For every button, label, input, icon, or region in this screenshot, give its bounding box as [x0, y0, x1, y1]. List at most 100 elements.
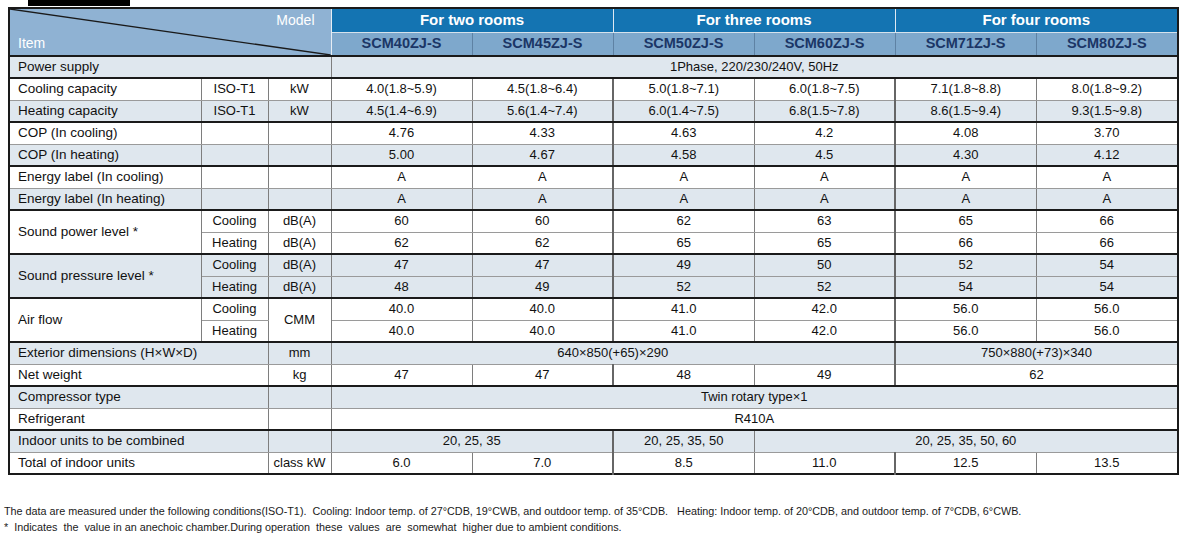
group-header-two-rooms: For two rooms [331, 8, 613, 32]
row-label: Total of indoor units [9, 452, 268, 474]
model-name: SCM45ZJ-S [472, 32, 613, 56]
value-cell: A [331, 166, 472, 188]
footnote-conditions: The data are measured under the followin… [4, 503, 1021, 519]
group-header-four-rooms: For four rooms [895, 8, 1178, 32]
value-cell: 54 [895, 276, 1036, 298]
value-cell: 50 [754, 254, 895, 276]
value-cell: 48 [331, 276, 472, 298]
value-cell: 4.5(1.4~6.9) [331, 100, 472, 122]
value-cell: 4.08 [895, 122, 1036, 144]
group-header-row: Model Item For two rooms For three rooms… [9, 8, 1178, 32]
value-cell: A [754, 166, 895, 188]
value-cell: 41.0 [613, 298, 754, 320]
row-label: Compressor type [9, 386, 268, 408]
value-cell: 3.70 [1036, 122, 1178, 144]
row-heating-capacity: Heating capacity ISO-T1 kW 4.5(1.4~6.9) … [9, 100, 1178, 122]
unit-cell: mm [268, 342, 331, 364]
value-cell: 4.33 [472, 122, 613, 144]
model-name: SCM40ZJ-S [331, 32, 472, 56]
value-cell: 5.6(1.4~7.4) [472, 100, 613, 122]
footnotes: The data are measured under the followin… [4, 503, 1021, 535]
row-label: Energy label (In cooling) [9, 166, 201, 188]
value-cell: 56.0 [1036, 298, 1178, 320]
value-cell: 13.5 [1036, 452, 1178, 474]
row-cop-cooling: COP (In cooling) 4.76 4.33 4.63 4.2 4.08… [9, 122, 1178, 144]
empty-cell [268, 386, 331, 408]
empty-cell [201, 166, 268, 188]
empty-cell [268, 430, 331, 452]
value-cell: 65 [895, 210, 1036, 232]
value-cell: 750×880(+73)×340 [895, 342, 1178, 364]
model-header-label: Model [276, 13, 314, 28]
row-label: Heating capacity [9, 100, 201, 122]
value-cell: A [613, 166, 754, 188]
mode-cell: Cooling [201, 298, 268, 320]
value-cell: Twin rotary type×1 [331, 386, 1178, 408]
value-cell: 52 [754, 276, 895, 298]
row-air-flow-cooling: Air flow Cooling CMM 40.0 40.0 41.0 42.0… [9, 298, 1178, 320]
model-name: SCM60ZJ-S [754, 32, 895, 56]
spec-sheet-page: Model Item For two rooms For three rooms… [0, 0, 1181, 545]
value-cell: 9.3(1.5~9.8) [1036, 100, 1178, 122]
row-label: Refrigerant [9, 408, 268, 430]
value-cell: 6.8(1.5~7.8) [754, 100, 895, 122]
value-cell: 5.00 [331, 144, 472, 166]
value-cell: 20, 25, 35, 50 [613, 430, 754, 452]
empty-cell [201, 188, 268, 210]
empty-cell [268, 188, 331, 210]
value-cell: 62 [331, 232, 472, 254]
row-label: COP (In cooling) [9, 122, 201, 144]
row-energy-label-heating: Energy label (In heating) A A A A A A [9, 188, 1178, 210]
row-sound-pressure-cooling: Sound pressure level * Cooling dB(A) 47 … [9, 254, 1178, 276]
value-cell: 47 [472, 364, 613, 386]
value-cell: 40.0 [331, 298, 472, 320]
unit-cell: kW [268, 100, 331, 122]
row-label: Sound pressure level * [9, 254, 201, 298]
value-cell: 63 [754, 210, 895, 232]
value-cell: 20, 25, 35 [331, 430, 613, 452]
value-cell: 54 [1036, 276, 1178, 298]
row-total-indoor-units: Total of indoor units class kW 6.0 7.0 8… [9, 452, 1178, 474]
value-cell: A [331, 188, 472, 210]
value-cell: 6.0(1.4~7.5) [613, 100, 754, 122]
row-label: Sound power level * [9, 210, 201, 254]
value-cell: 11.0 [754, 452, 895, 474]
row-compressor-type: Compressor type Twin rotary type×1 [9, 386, 1178, 408]
row-net-weight: Net weight kg 47 47 48 49 62 [9, 364, 1178, 386]
value-cell: 49 [754, 364, 895, 386]
mode-cell: Cooling [201, 254, 268, 276]
value-cell: 4.67 [472, 144, 613, 166]
value-cell: A [472, 166, 613, 188]
value-cell: 5.0(1.8~7.1) [613, 78, 754, 100]
value-cell: 7.0 [472, 452, 613, 474]
value-cell: 8.0(1.8~9.2) [1036, 78, 1178, 100]
row-refrigerant: Refrigerant R410A [9, 408, 1178, 430]
power-supply-value: 1Phase, 220/230/240V, 50Hz [331, 56, 1178, 78]
value-cell: 40.0 [472, 320, 613, 342]
value-cell: 65 [754, 232, 895, 254]
value-cell: 40.0 [472, 298, 613, 320]
mode-cell: Heating [201, 232, 268, 254]
mode-cell: Cooling [201, 210, 268, 232]
empty-cell [201, 122, 268, 144]
value-cell: 56.0 [895, 298, 1036, 320]
value-cell: 60 [472, 210, 613, 232]
value-cell: 60 [331, 210, 472, 232]
row-label: Indoor units to be combined [9, 430, 268, 452]
value-cell: 49 [472, 276, 613, 298]
value-cell: 47 [331, 364, 472, 386]
value-cell: 56.0 [1036, 320, 1178, 342]
value-cell: 42.0 [754, 320, 895, 342]
row-sound-power-cooling: Sound power level * Cooling dB(A) 60 60 … [9, 210, 1178, 232]
value-cell: 62 [613, 210, 754, 232]
footnote-asterisk: * Indicates the value in an anechoic cha… [4, 519, 1021, 535]
value-cell: 12.5 [895, 452, 1036, 474]
value-cell: 56.0 [895, 320, 1036, 342]
value-cell: 4.12 [1036, 144, 1178, 166]
row-indoor-units: Indoor units to be combined 20, 25, 35 2… [9, 430, 1178, 452]
value-cell: A [613, 188, 754, 210]
row-cooling-capacity: Cooling capacity ISO-T1 kW 4.0(1.8~5.9) … [9, 78, 1178, 100]
unit-cell: dB(A) [268, 210, 331, 232]
unit-cell: CMM [268, 298, 331, 342]
condition-cell: ISO-T1 [201, 78, 268, 100]
